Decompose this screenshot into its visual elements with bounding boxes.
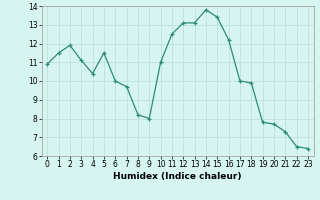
X-axis label: Humidex (Indice chaleur): Humidex (Indice chaleur)	[113, 172, 242, 181]
